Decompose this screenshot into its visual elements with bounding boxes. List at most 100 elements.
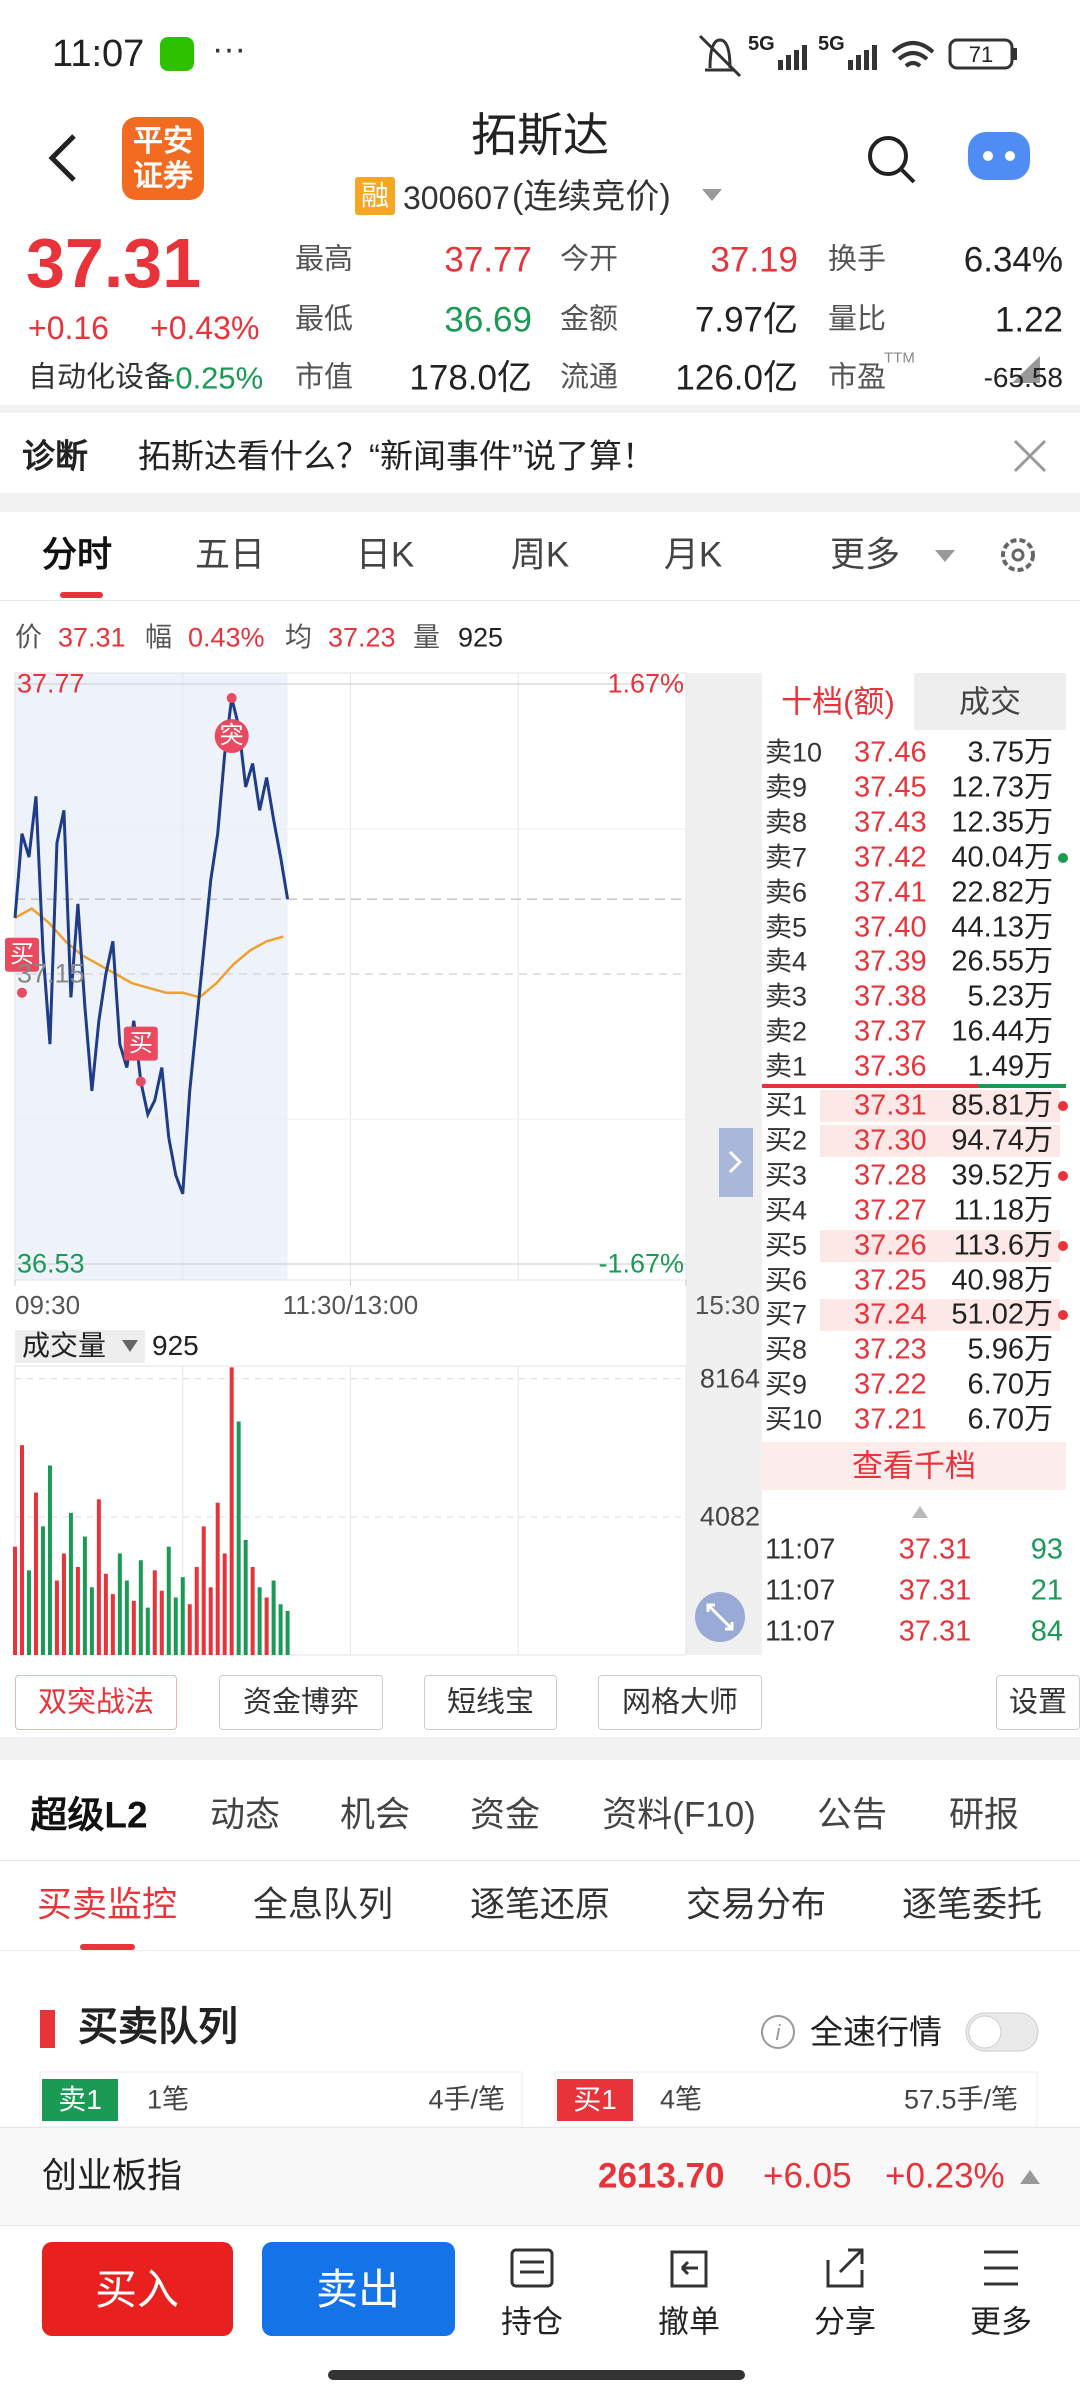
tool-label[interactable]: 网格大师 [621,1686,739,1719]
more-depth-button[interactable] [762,1442,1066,1490]
tool-label[interactable]: 短线宝 [446,1686,535,1719]
robot-eye [983,151,993,161]
index-bar[interactable] [0,2127,1080,2226]
toggle-knob [968,2015,1002,2049]
volume-bar [222,1553,227,1655]
period-tab[interactable]: 日K [355,535,415,575]
sell-label[interactable]: 卖出 [315,2266,401,2313]
settings-icon[interactable] [1001,538,1035,572]
period-tab[interactable]: 更多 [829,535,901,575]
book-level: 买6 [765,1265,808,1295]
expand-arrow [728,1150,743,1174]
volume-selector[interactable] [15,1330,145,1363]
period-tab[interactable]: 月K [663,535,723,575]
separator [0,493,1080,512]
book-price: 37.39 [854,945,927,978]
trade-price: 37.31 [898,1574,972,1607]
battery-level: 71 [968,42,994,67]
info-tab[interactable]: 资料(F10) [602,1795,756,1835]
book-amount: 113.6万 [953,1229,1053,1262]
tab-underline [80,1944,135,1950]
stat-value: 36.69 [444,300,532,340]
diagnosis-text[interactable]: 拓斯达看什么？“新闻事件”说了算！ [138,437,655,475]
info-tab[interactable]: 公告 [816,1795,888,1835]
sub-tab[interactable]: 逐笔委托 [901,1885,1043,1925]
expand-icon[interactable] [1020,2170,1040,2184]
scroll-up-icon[interactable] [912,1506,928,1518]
sub-tab[interactable]: 逐笔还原 [469,1885,611,1925]
book-level: 买8 [765,1334,808,1365]
info-tab[interactable]: 动态 [209,1795,281,1835]
trade-volume: 93 [1030,1533,1063,1566]
action-label[interactable]: 持仓 [501,2304,563,2340]
volume-label[interactable]: 成交量 [22,1330,107,1361]
info-tab[interactable]: 机会 [339,1795,411,1835]
dropdown-icon[interactable] [702,189,722,201]
more-icon [984,2250,1018,2286]
tab-active[interactable] [762,673,914,730]
book-tab[interactable]: 成交 [959,684,1021,720]
buy-label[interactable]: 买入 [94,2266,180,2313]
stat-suffix: TTM [884,349,915,367]
buy-button[interactable] [42,2242,233,2336]
sell-button[interactable] [262,2242,455,2336]
bell-off-icon [698,34,742,78]
price-line [13,697,290,1195]
period-tab[interactable]: 五日 [194,535,266,575]
book-amount: 11.18万 [953,1194,1053,1227]
close-button[interactable] [1013,439,1047,473]
volume-bar [47,1465,52,1655]
info-value: 925 [458,622,504,653]
book-price: 37.40 [854,911,927,943]
robot-icon[interactable] [968,132,1030,180]
tool-label[interactable]: 双突战法 [37,1686,155,1719]
tool-button[interactable] [424,1675,557,1730]
dropdown-icon[interactable] [935,550,955,562]
info-tab[interactable]: 资金 [469,1795,541,1835]
period-tab[interactable]: 分时 [41,535,113,575]
book-level: 卖1 [765,1051,808,1082]
expand-button[interactable] [719,1128,753,1197]
queue-count: 4笔 [660,2084,703,2115]
back-button[interactable] [48,134,76,182]
action-label[interactable]: 撤单 [658,2304,720,2340]
stat-label: 市盈 [828,361,887,394]
tool-button[interactable] [219,1675,383,1730]
volume-bar [33,1492,38,1655]
book-price: 37.38 [854,980,927,1013]
action-label[interactable]: 分享 [814,2304,876,2340]
volume-bar [82,1536,87,1655]
battery-icon [948,38,1014,70]
more-depth[interactable]: 查看千档 [852,1448,976,1484]
search-icon[interactable] [868,136,908,176]
broker-logo-text: 平安 [133,125,193,158]
book-price: 37.22 [854,1368,927,1401]
info-tab[interactable]: 超级L2 [30,1794,148,1836]
sub-tab[interactable]: 交易分布 [685,1885,827,1925]
divider [0,600,1080,601]
info-glyph: i [776,2020,782,2045]
book-price: 37.45 [854,771,927,804]
sub-tab[interactable]: 买卖监控 [36,1885,178,1925]
stat-label: 流通 [560,361,619,394]
volume-current: 925 [152,1330,199,1361]
queue-badge [42,2079,118,2121]
signal-label: 买 [128,1029,153,1057]
volume-bar [264,1597,269,1655]
info-tab[interactable]: 研报 [948,1795,1020,1835]
info-icon[interactable] [761,2015,795,2049]
book-amount: 85.81万 [951,1089,1053,1122]
book-price: 37.41 [854,876,927,909]
book-tab[interactable]: 十档(额) [781,684,895,720]
volume-bar [103,1573,108,1655]
action-label[interactable]: 更多 [970,2304,1032,2340]
tool-label[interactable]: 资金博弈 [242,1686,360,1719]
volume-bar [159,1590,164,1655]
tool-button[interactable] [15,1675,177,1730]
period-tab[interactable]: 周K [510,535,570,575]
divider [0,1860,1080,1861]
tool-label[interactable]: 设置 [1008,1686,1068,1719]
tool-button[interactable] [598,1675,762,1730]
sub-tab[interactable]: 全息队列 [252,1885,394,1925]
tab-inactive[interactable] [914,673,1066,730]
